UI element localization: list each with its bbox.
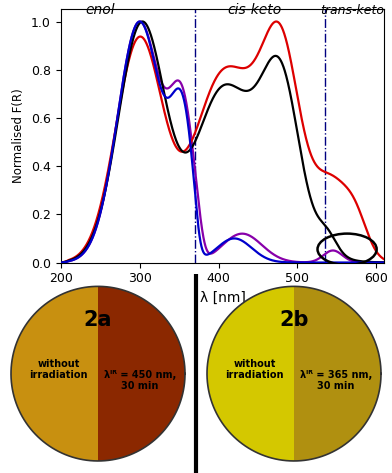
- Polygon shape: [11, 286, 98, 461]
- Text: 2a: 2a: [84, 309, 112, 330]
- Text: 2b: 2b: [279, 309, 309, 330]
- Y-axis label: Normalised F(R): Normalised F(R): [13, 88, 25, 184]
- Text: λᴵᴿ = 450 nm,
30 min: λᴵᴿ = 450 nm, 30 min: [103, 370, 176, 392]
- Text: without
irradiation: without irradiation: [226, 359, 284, 380]
- Polygon shape: [98, 286, 185, 461]
- Text: trans-keto: trans-keto: [321, 4, 385, 17]
- Text: without
irradiation: without irradiation: [30, 359, 88, 380]
- Polygon shape: [207, 286, 294, 461]
- X-axis label: λ [nm]: λ [nm]: [200, 291, 245, 305]
- Text: enol: enol: [85, 3, 115, 17]
- Polygon shape: [294, 286, 381, 461]
- Text: cis-keto: cis-keto: [227, 3, 281, 17]
- Text: λᴵᴿ = 365 nm,
30 min: λᴵᴿ = 365 nm, 30 min: [299, 370, 372, 392]
